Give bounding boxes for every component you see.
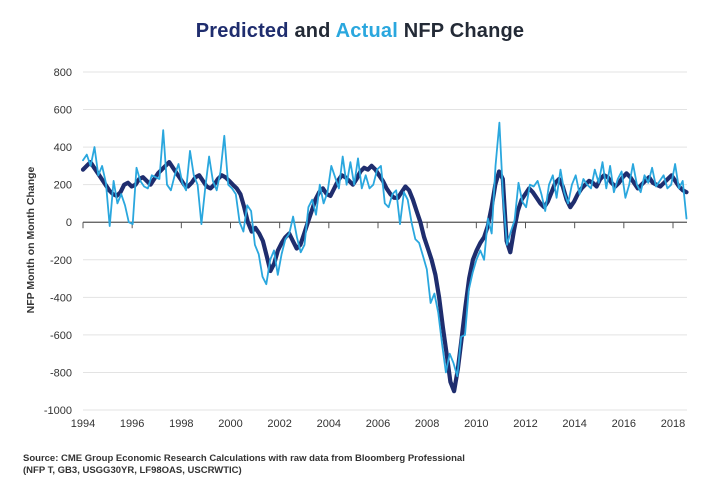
x-tick-label: 2008: [415, 418, 439, 430]
title-rest: NFP Change: [397, 20, 525, 42]
x-axis-ticks: 1994 1996 1998 2000 2002 2004 2006 2008 2010 2012…: [71, 418, 685, 430]
title-actual: Actual: [335, 20, 398, 42]
x-tick-label: 2014: [562, 418, 586, 430]
gridlines: [83, 71, 687, 411]
actual-line: [82, 121, 688, 378]
source-line-2: (NFP T, GB3, USGG30YR, LF98OAS, USCRWTIC…: [23, 465, 242, 476]
source-note: Source: CME Group Economic Research Calc…: [23, 453, 465, 477]
x-tick-label: 1998: [169, 418, 193, 430]
x-tick-label: 2004: [317, 418, 341, 430]
y-tick-label: -600: [50, 330, 72, 342]
title-and: and: [288, 20, 336, 42]
x-tick-label: 2000: [218, 418, 242, 430]
x-tick-label: 2016: [612, 418, 636, 430]
x-tick-label: 2010: [464, 418, 488, 430]
zero-axis: [82, 221, 687, 229]
x-tick-label: 2012: [513, 418, 537, 430]
chart-title: Predicted and Actual NFP Change: [0, 20, 720, 43]
y-tick-label: -800: [50, 367, 72, 379]
x-tick-label: 2006: [366, 418, 390, 430]
y-tick-label: 600: [54, 105, 72, 117]
series-lines: [80, 121, 689, 394]
y-tick-label: 200: [54, 180, 72, 192]
y-tick-label: -200: [50, 255, 72, 267]
y-axis-label: NFP Month on Month Change: [25, 166, 37, 313]
y-tick-label: -1000: [44, 405, 72, 417]
x-tick-label: 1996: [120, 418, 144, 430]
y-tick-label: -400: [50, 292, 72, 304]
y-tick-label: 0: [66, 217, 72, 229]
x-tick-label: 1994: [71, 418, 95, 430]
x-tick-label: 2002: [267, 418, 291, 430]
x-tick-label: 2018: [661, 418, 685, 430]
y-tick-label: 800: [54, 67, 72, 79]
source-line-1: Source: CME Group Economic Research Calc…: [23, 453, 465, 464]
title-predicted: Predicted: [195, 20, 289, 42]
y-axis-ticks: 800 600 400 200 0 -200 -400 -600 -800 -1000: [44, 67, 72, 417]
y-tick-label: 400: [54, 142, 72, 154]
